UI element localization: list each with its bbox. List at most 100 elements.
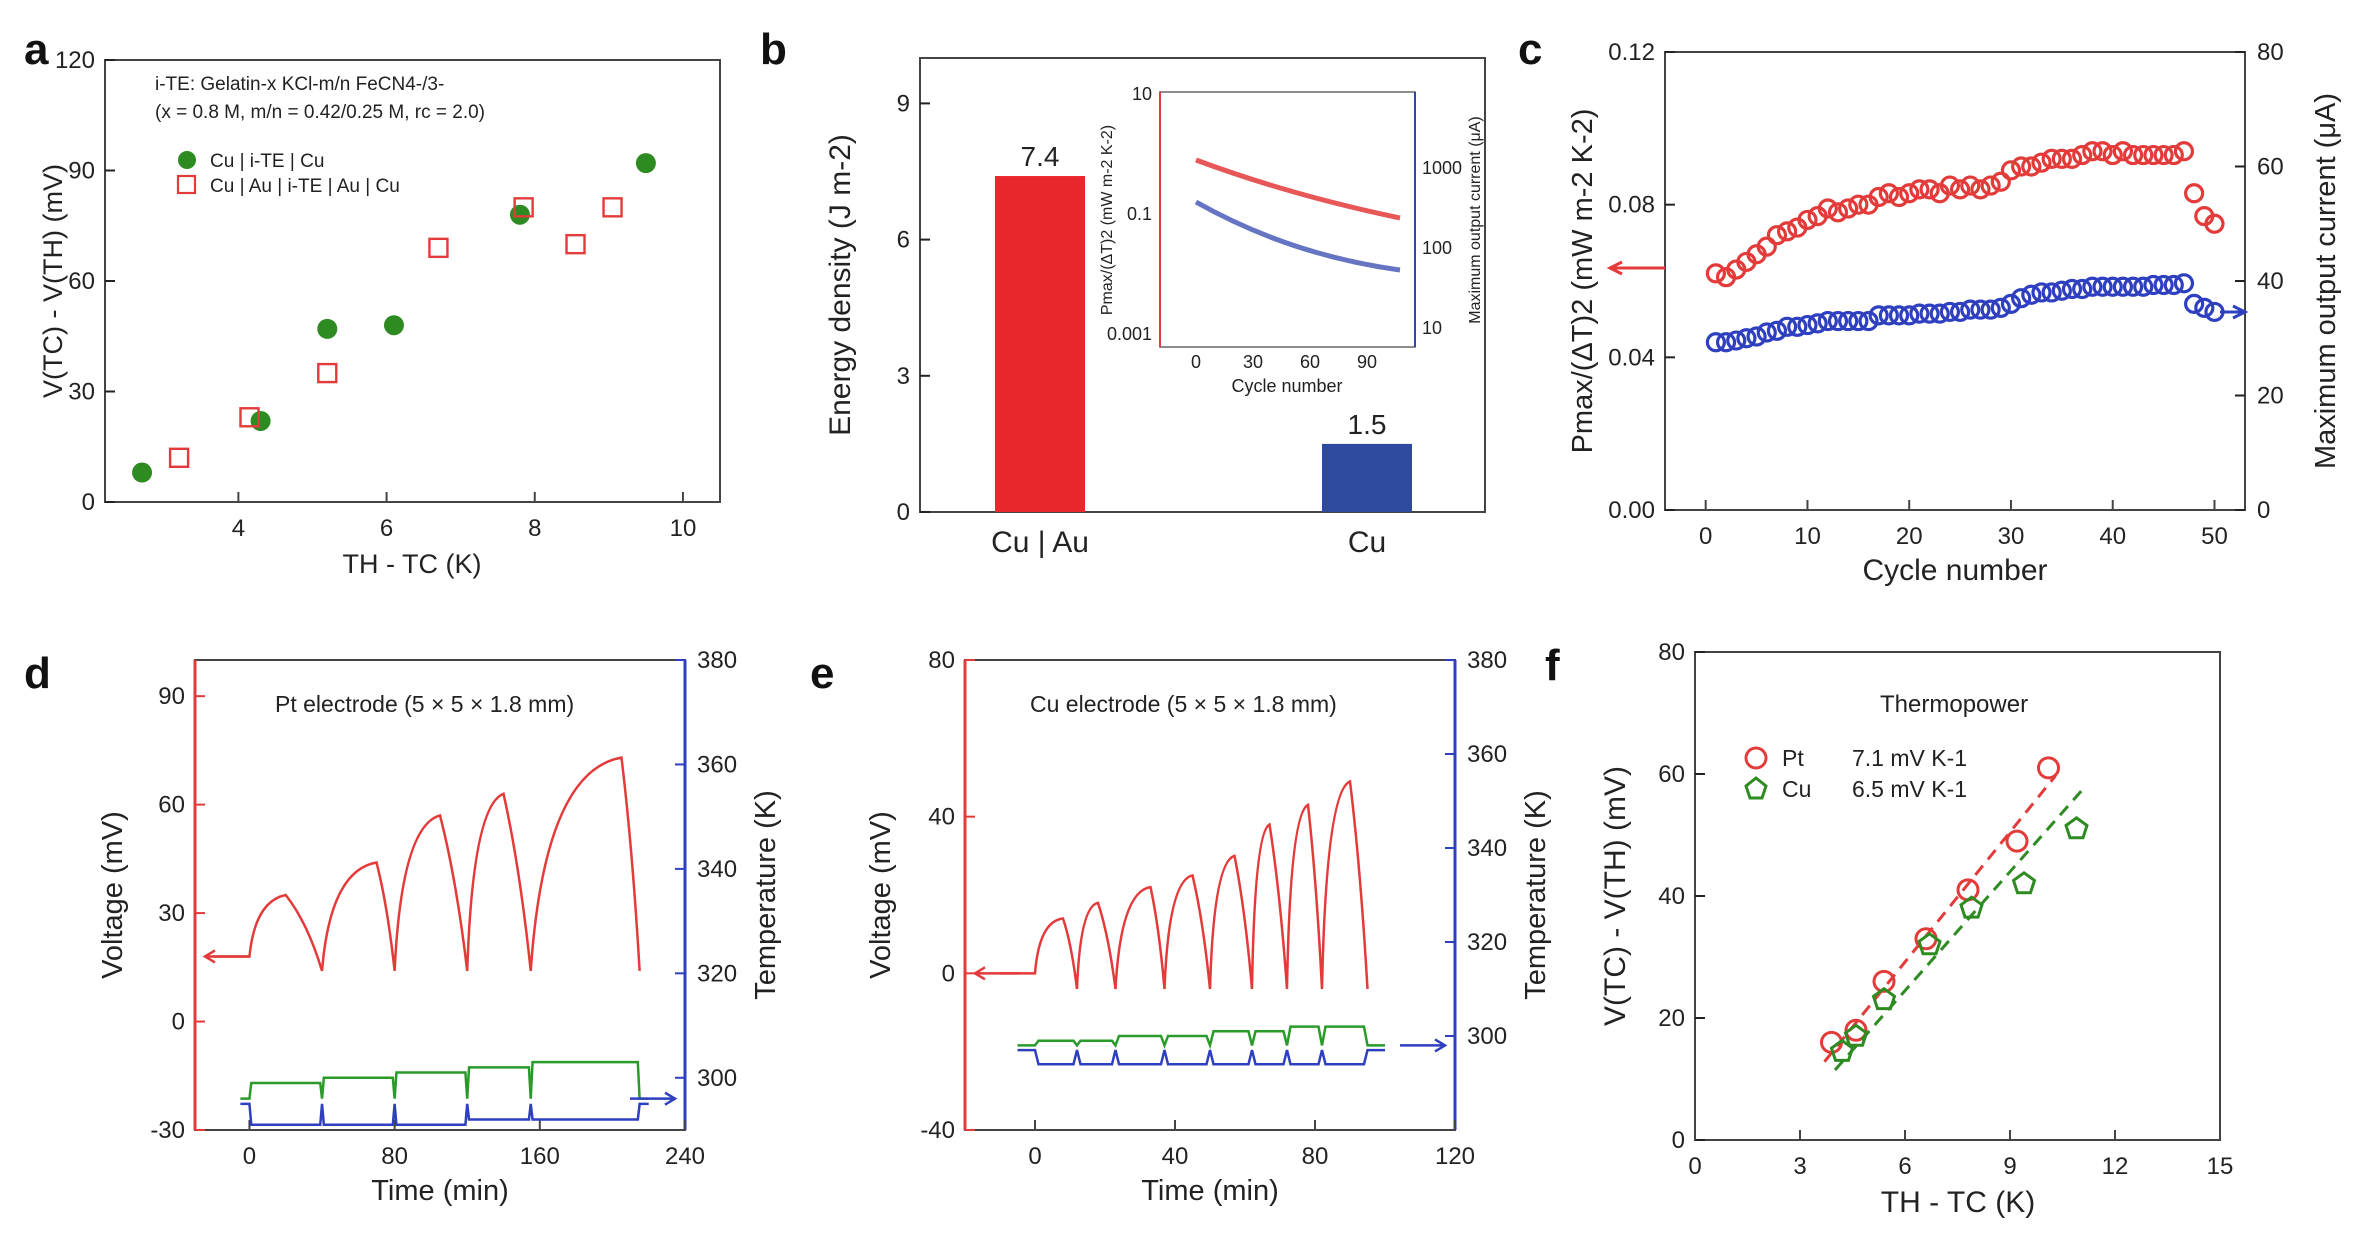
panel-e-x-tick-label-1: 0	[1028, 1143, 1041, 1170]
panel-e-lines	[972, 779, 1448, 1066]
panel-c-y-tick-label-1: 0.00	[1608, 497, 1655, 524]
panel-f-point-pt-3	[1872, 969, 1896, 993]
panel-f-legend-value-cu: 6.5 mV K-1	[1852, 776, 1967, 802]
panel-c-point-s2-20	[1899, 305, 1920, 326]
panel-c-point-s1-48	[2184, 183, 2205, 204]
panel-d-y-tick-label-2: 0	[172, 1009, 185, 1036]
panel-b: b 0 3 6 9 7.4 Cu | Au 1.5 Cu Energy density (J…	[760, 25, 1486, 559]
panel-e-ylabel-left: Voltage (mV)	[865, 811, 897, 979]
panel-a-point-cu-4	[383, 315, 404, 336]
panel-d-y-tick-label-3: 30	[158, 900, 185, 927]
panel-c-y2-ticks: 0 20 40 60 80	[2235, 39, 2284, 524]
panel-d-y-tick-label-5: 90	[158, 683, 185, 710]
panel-b-y-tick-label-2: 3	[897, 363, 910, 390]
panel-c-point-s2-29	[1990, 297, 2011, 319]
panel-c-point-s1-17	[1868, 186, 1889, 208]
panel-f-legend-value-pt: 7.1 mV K-1	[1852, 745, 1967, 771]
panel-b-y-ticks: 0 3 6 9	[897, 90, 930, 526]
panel-c-point-s1-10	[1797, 209, 1818, 231]
panel-c-point-s2-38	[2082, 276, 2103, 297]
panel-c-xlabel: Cycle number	[1862, 554, 2047, 587]
panel-b-label: b	[760, 25, 787, 74]
panel-b-bar-value-2: 1.5	[1348, 409, 1387, 440]
inset-xlabel: Cycle number	[1231, 376, 1342, 396]
panel-f-point-cu-4	[1917, 931, 1942, 956]
inset-xtick-3: 60	[1300, 352, 1320, 372]
panel-f-x-tick-label-2: 3	[1793, 1153, 1806, 1180]
panel-a: a 0 30 60 90 120 4 6 8 10 i-TE: Gelatin-x KCl-m…	[24, 25, 721, 579]
panel-f-point-pt-6	[2005, 829, 2029, 853]
inset-ylabel-left: Pmax/(ΔT)2 (mW m-2 K-2)	[1099, 125, 1116, 315]
panel-e-label: e	[810, 649, 834, 698]
inset-current-curve	[1194, 199, 1401, 273]
panel-b-bar-1	[995, 176, 1085, 513]
panel-c-point-s2-1	[1705, 332, 1726, 353]
panel-c-point-s2-14	[1838, 310, 1859, 332]
panel-b-ylabel: Energy density (J m-2)	[824, 134, 857, 436]
panel-b-bar-value-1: 7.4	[1021, 141, 1060, 172]
panel-c-point-s1-47	[2173, 141, 2195, 162]
panel-f-frame	[1694, 651, 2221, 1141]
panel-d-voltage-axis-arrow	[202, 949, 250, 964]
panel-a-xlabel: TH - TC (K)	[343, 549, 482, 579]
panel-c-point-s2-31	[2011, 288, 2032, 309]
panel-c-point-s2-48	[2184, 293, 2205, 314]
panel-f-legend-marker-cu	[1744, 776, 1768, 800]
panel-d-y2-tick-label-3: 340	[697, 856, 737, 883]
panel-c-point-s2-25	[1949, 301, 1971, 323]
panel-c-point-s1-36	[2061, 148, 2083, 169]
panel-c-point-s2-49	[2194, 297, 2215, 319]
panel-c-point-s2-42	[2122, 276, 2144, 297]
panel-e-y-tick-label-1: -40	[920, 1117, 955, 1144]
panel-c-point-s1-13	[1827, 202, 1849, 223]
panel-c-frame	[1664, 51, 2246, 511]
panel-f-xlabel: TH - TC (K)	[1881, 1186, 2035, 1219]
panel-a-label: a	[24, 25, 49, 74]
panel-e-y2-tick-label-5: 380	[1467, 647, 1507, 674]
panel-e-y-tick-label-3: 40	[928, 804, 955, 831]
panel-c-point-s1-35	[2051, 148, 2072, 169]
panel-e-temperature-cold-trace	[1017, 1048, 1385, 1066]
panel-d-x-tick-label-2: 80	[381, 1143, 408, 1170]
panel-d-y-tick-label-1: -30	[150, 1117, 185, 1144]
panel-a-legend-label-1: Cu | i-TE | Cu	[210, 151, 324, 172]
panel-f-fit-cu	[1833, 787, 2085, 1071]
panel-c-point-s1-41	[2112, 141, 2133, 162]
panel-c-point-s1-27	[1970, 179, 1991, 200]
panel-b-y-tick-label-3: 6	[897, 227, 910, 254]
panel-c-point-s2-33	[2031, 282, 2052, 303]
panel-c-point-s1-28	[1980, 175, 2001, 196]
panel-c-point-s2-4	[1736, 328, 1757, 349]
panel-c-point-s2-13	[1827, 310, 1849, 332]
panel-c-point-s2-35	[2051, 280, 2072, 301]
panel-a-point-cu-2	[250, 410, 271, 431]
panel-e-x-tick-label-4: 120	[1435, 1143, 1475, 1170]
panel-d-y2-tick-label-2: 320	[697, 960, 737, 987]
panel-f-x-ticks: 0 3 6 9 12 15	[1688, 1130, 2233, 1180]
panel-f-legend-name-cu: Cu	[1782, 776, 1811, 802]
panel-c-point-s2-36	[2061, 278, 2083, 300]
panel-d-voltage-trace	[213, 756, 641, 972]
panel-c-point-s1-45	[2153, 144, 2174, 166]
panel-a-y-tick-label-2: 30	[68, 379, 95, 406]
panel-d-y2-tick-label-1: 300	[697, 1065, 737, 1092]
panel-c-point-s1-31	[2011, 156, 2032, 177]
panel-f-y-tick-label-3: 40	[1658, 883, 1685, 910]
panel-f-point-cu-5	[1959, 895, 1984, 919]
panel-e-y2-tick-label-2: 320	[1467, 929, 1507, 956]
panel-f-legend-marker-pt	[1744, 746, 1768, 770]
panel-c-point-s1-19	[1888, 186, 1910, 208]
panel-a-y-ticks: 0 30 60 90 120	[55, 47, 115, 516]
panel-c-x-tick-label-5: 40	[2099, 523, 2126, 550]
inset-xtick-2: 30	[1243, 352, 1263, 372]
panel-c-point-s1-15	[1848, 194, 1869, 215]
panel-c-point-s1-40	[2102, 144, 2123, 166]
panel-c-x-tick-label-3: 20	[1896, 523, 1923, 550]
panel-e-y2-tick-label-4: 360	[1467, 741, 1507, 768]
panel-c-point-s2-24	[1939, 301, 1961, 323]
panel-c-point-s2-15	[1848, 310, 1869, 332]
panel-f-point-pt-2	[1844, 1018, 1868, 1042]
panel-c-point-s2-27	[1970, 299, 1991, 320]
panel-c-point-s1-33	[2031, 152, 2052, 173]
panel-d-ylabel-left: Voltage (mV)	[97, 811, 129, 979]
